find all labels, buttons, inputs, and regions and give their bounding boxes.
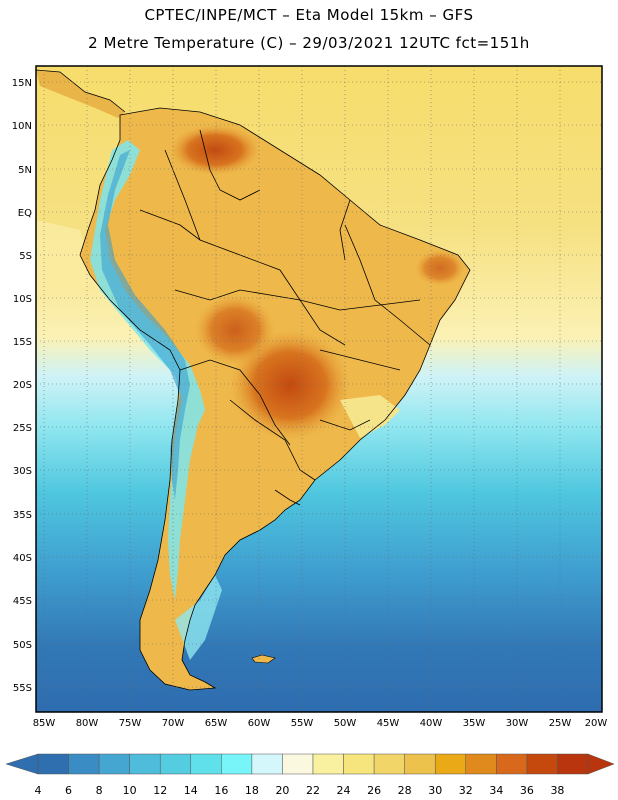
map-title-line-2: 2 Metre Temperature (C) – 29/03/2021 12U… [88,34,530,52]
colorbar-swatch [190,753,222,775]
lat-label: 15S [13,337,32,348]
colorbar-high-arrow [587,753,615,775]
colorbar-swatch [98,753,130,775]
colorbar-low-arrow [5,753,39,775]
lat-label: 10N [12,121,32,132]
hot-spot-west [195,295,275,365]
colorbar-swatch [251,753,283,775]
colorbar-swatch [557,753,589,775]
colorbar-swatch [465,753,497,775]
pacific-warm-band [36,220,95,300]
colorbar-tick-label: 8 [96,784,103,797]
longitude-axis: 85W 80W 75W 70W 65W 60W 55W 50W 45W 40W … [33,718,608,729]
colorbar-tick-label: 32 [459,784,473,797]
lat-label: 15N [12,78,32,89]
colorbar-tick-label: 12 [153,784,167,797]
lat-label: 55S [13,683,32,694]
colorbar-swatch [282,753,314,775]
colorbar-swatches [5,753,615,775]
colorbar-swatch [404,753,436,775]
lon-label: 35W [463,718,486,729]
colorbar-tick-label: 30 [428,784,442,797]
colorbar-tick-label: 24 [337,784,351,797]
colorbar-tick-label: 14 [184,784,198,797]
hot-spot-north [170,125,260,175]
lat-label: 50S [13,640,32,651]
lat-label: 5S [19,251,32,262]
colorbar-tick-label: 18 [245,784,259,797]
colorbar-tick-label: 4 [35,784,42,797]
lat-label: 5N [18,165,32,176]
colorbar-swatch [373,753,405,775]
colorbar-tick-label: 36 [520,784,534,797]
colorbar-tick-label: 16 [214,784,228,797]
colorbar-labels: 4 6 8 10 12 14 16 18 20 22 24 26 28 30 32 34 36 38 [35,784,565,797]
andes-core [100,150,190,500]
lat-label: 40S [13,553,32,564]
lat-label: 10S [13,294,32,305]
lat-label: 25S [13,423,32,434]
colorbar-swatch [496,753,528,775]
lon-label: 45W [377,718,400,729]
lon-label: 40W [420,718,443,729]
map-frame [35,65,603,713]
lon-label: 30W [506,718,529,729]
lon-label: 55W [291,718,314,729]
colorbar-swatch [129,753,161,775]
colorbar-tick-label: 26 [367,784,381,797]
colorbar-swatch [37,753,69,775]
lat-label: 20S [13,380,32,391]
colorbar-swatch [68,753,100,775]
colorbar: 4 6 8 10 12 14 16 18 20 22 24 26 28 30 32 34 36 38 [5,753,615,797]
colorbar-swatch [221,753,253,775]
lon-label: 20W [585,718,608,729]
lon-label: 50W [334,718,357,729]
colorbar-tick-label: 10 [123,784,137,797]
colorbar-tick-label: 38 [550,784,564,797]
colorbar-tick-label: 6 [65,784,72,797]
falkland-islands [251,654,276,664]
colorbar-tick-label: 22 [306,784,320,797]
lon-label: 60W [248,718,271,729]
lon-label: 80W [76,718,99,729]
colorbar-swatch [526,753,558,775]
lon-label: 70W [162,718,185,729]
lat-label: 35S [13,510,32,521]
political-boundaries [35,69,471,691]
hot-spot-northeast [415,250,465,286]
colorbar-swatch [434,753,467,775]
colorbar-swatch [343,753,375,775]
colorbar-tick-label: 28 [398,784,412,797]
colorbar-tick-label: 20 [275,784,289,797]
lon-label: 65W [205,718,228,729]
southern-cone-cool [175,575,222,660]
lat-label: 30S [13,466,32,477]
lat-label: 45S [13,596,32,607]
map-title-line-1: CPTEC/INPE/MCT – Eta Model 15km – GFS [144,6,474,24]
lon-label: 75W [119,718,142,729]
lon-label: 85W [33,718,56,729]
latitude-axis: 15N 10N 5N EQ 5S 10S 15S 20S 25S 30S 35S… [12,78,32,694]
lat-label: EQ [18,208,32,219]
colorbar-swatch [159,753,192,775]
colorbar-swatch [312,753,344,775]
hot-spot-central [230,330,350,440]
lon-label: 25W [549,718,572,729]
central-america [36,70,125,118]
colorbar-tick-label: 34 [489,784,503,797]
temperature-map: 15N 10N 5N EQ 5S 10S 15S 20S 25S 30S 35S… [12,65,608,729]
